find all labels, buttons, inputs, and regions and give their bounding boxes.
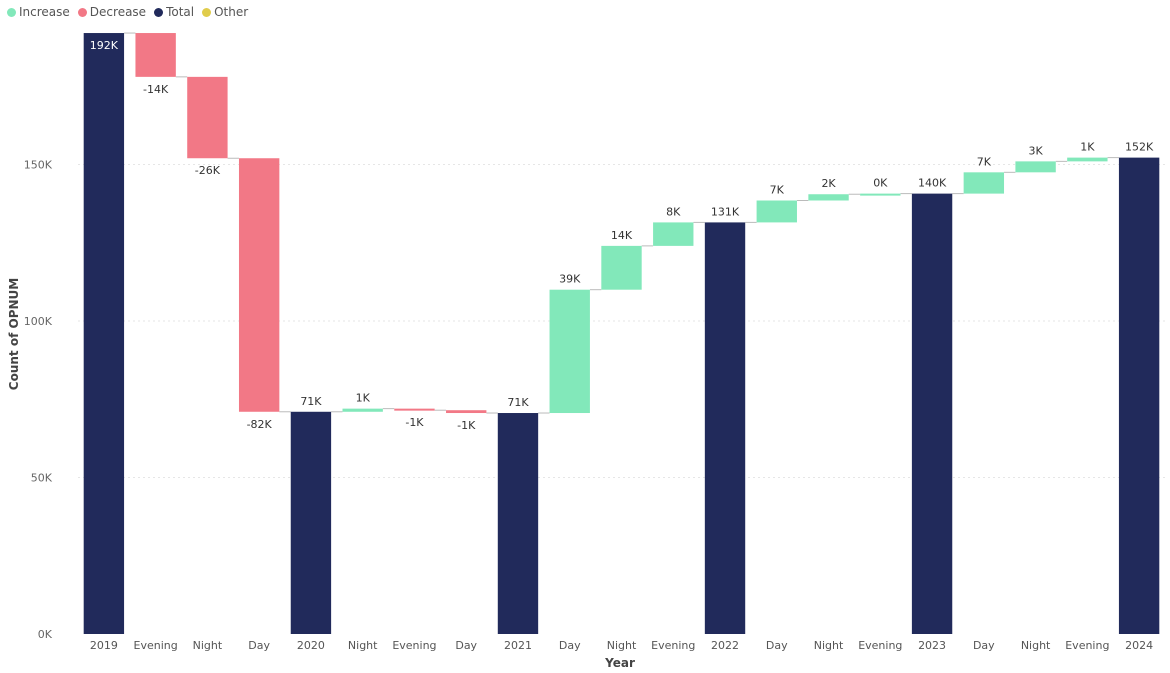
data-label: 8K bbox=[666, 205, 681, 218]
legend-label-decrease: Decrease bbox=[89, 5, 147, 19]
legend-dot-increase bbox=[7, 7, 16, 17]
bar-increase bbox=[1067, 157, 1108, 162]
data-label: 14K bbox=[611, 229, 633, 242]
bar-total bbox=[704, 222, 746, 634]
bar-total bbox=[1118, 157, 1160, 634]
bar-decrease bbox=[446, 410, 487, 414]
y-tick-label: 50K bbox=[31, 472, 53, 485]
y-axis-title: Count of OPNUM bbox=[7, 278, 21, 390]
bar-increase bbox=[601, 245, 642, 290]
bar-total bbox=[290, 411, 332, 634]
bar-increase bbox=[653, 222, 694, 246]
bar-increase bbox=[756, 200, 797, 223]
data-label: 7K bbox=[977, 155, 992, 168]
x-tick-label: Evening bbox=[858, 639, 902, 652]
data-label: 152K bbox=[1125, 141, 1154, 154]
legend-item-increase[interactable]: Increase bbox=[7, 5, 70, 19]
data-label: -1K bbox=[457, 419, 476, 432]
legend-label-increase: Increase bbox=[19, 5, 70, 19]
legend-dot-total bbox=[154, 7, 164, 17]
data-label: -14K bbox=[143, 83, 169, 96]
x-tick-label: Day bbox=[455, 639, 477, 652]
x-axis-ticks: 2019 Evening Night Day 2020 Night Evening Day 20… bbox=[90, 639, 1153, 652]
bar-total bbox=[911, 193, 953, 634]
data-label: -1K bbox=[405, 416, 424, 429]
bar-increase bbox=[808, 194, 849, 201]
x-tick-label: Evening bbox=[1065, 639, 1109, 652]
x-tick-label: 2020 bbox=[297, 639, 325, 652]
x-tick-label: Day bbox=[559, 639, 581, 652]
legend-label-other: Other bbox=[214, 5, 249, 19]
bar-increase bbox=[963, 172, 1005, 194]
x-tick-label: 2022 bbox=[711, 639, 739, 652]
x-tick-label: Night bbox=[348, 639, 378, 652]
data-label: 1K bbox=[356, 392, 371, 405]
bar-total bbox=[83, 33, 125, 635]
data-label-layer: 192K -14K -26K -82K 71K 1K -1K -1K 71K 39K 14K 8K 13… bbox=[90, 39, 1154, 432]
bar-layer bbox=[83, 33, 1160, 635]
bar-increase bbox=[1015, 161, 1056, 173]
bar-total bbox=[497, 413, 539, 634]
connector-layer bbox=[124, 32, 1119, 414]
x-tick-label: Night bbox=[1021, 639, 1051, 652]
bar-decrease bbox=[238, 158, 280, 412]
data-label: 192K bbox=[90, 39, 119, 52]
data-label: 7K bbox=[770, 183, 785, 196]
x-tick-label: Night bbox=[193, 639, 223, 652]
x-tick-label: Evening bbox=[134, 639, 178, 652]
x-tick-label: Day bbox=[248, 639, 270, 652]
bar-decrease bbox=[187, 76, 228, 159]
bar-increase bbox=[860, 193, 901, 196]
data-label: 131K bbox=[711, 205, 740, 218]
x-tick-label: Night bbox=[607, 639, 637, 652]
legend-dot-other bbox=[202, 7, 212, 17]
data-label: 1K bbox=[1080, 141, 1095, 154]
x-tick-label: Evening bbox=[392, 639, 436, 652]
data-label: 2K bbox=[821, 177, 836, 190]
data-label: 3K bbox=[1028, 144, 1043, 157]
x-tick-label: 2023 bbox=[918, 639, 946, 652]
x-tick-label: Day bbox=[766, 639, 788, 652]
x-axis-title: Year bbox=[604, 656, 635, 670]
y-tick-label: 0K bbox=[38, 628, 53, 641]
x-tick-label: Evening bbox=[651, 639, 695, 652]
x-tick-label: 2021 bbox=[504, 639, 532, 652]
bar-decrease bbox=[135, 33, 176, 77]
y-tick-label: 100K bbox=[24, 315, 53, 328]
y-axis-ticks: 0K 50K 100K 150K bbox=[24, 159, 53, 642]
data-label: -26K bbox=[195, 164, 221, 177]
bar-increase bbox=[342, 408, 383, 412]
data-label: 71K bbox=[300, 395, 322, 408]
legend-item-decrease[interactable]: Decrease bbox=[77, 5, 147, 19]
x-tick-label: 2024 bbox=[1125, 639, 1153, 652]
data-label: 39K bbox=[559, 273, 581, 286]
y-tick-label: 150K bbox=[24, 159, 53, 172]
bar-increase bbox=[549, 289, 590, 414]
legend-label-total: Total bbox=[166, 5, 195, 19]
bar-decrease bbox=[394, 408, 435, 411]
data-label: -82K bbox=[247, 418, 273, 431]
legend-item-other[interactable]: Other bbox=[202, 5, 248, 19]
legend-item-total[interactable]: Total bbox=[154, 5, 194, 19]
legend-dot-decrease bbox=[77, 7, 87, 17]
x-tick-label: Day bbox=[973, 639, 995, 652]
chart-legend: Increase Decrease Total Other bbox=[7, 5, 250, 19]
x-tick-label: 2019 bbox=[90, 639, 118, 652]
data-label: 0K bbox=[873, 177, 888, 190]
data-label: 71K bbox=[507, 396, 529, 409]
data-label: 140K bbox=[918, 177, 947, 190]
x-tick-label: Night bbox=[814, 639, 844, 652]
